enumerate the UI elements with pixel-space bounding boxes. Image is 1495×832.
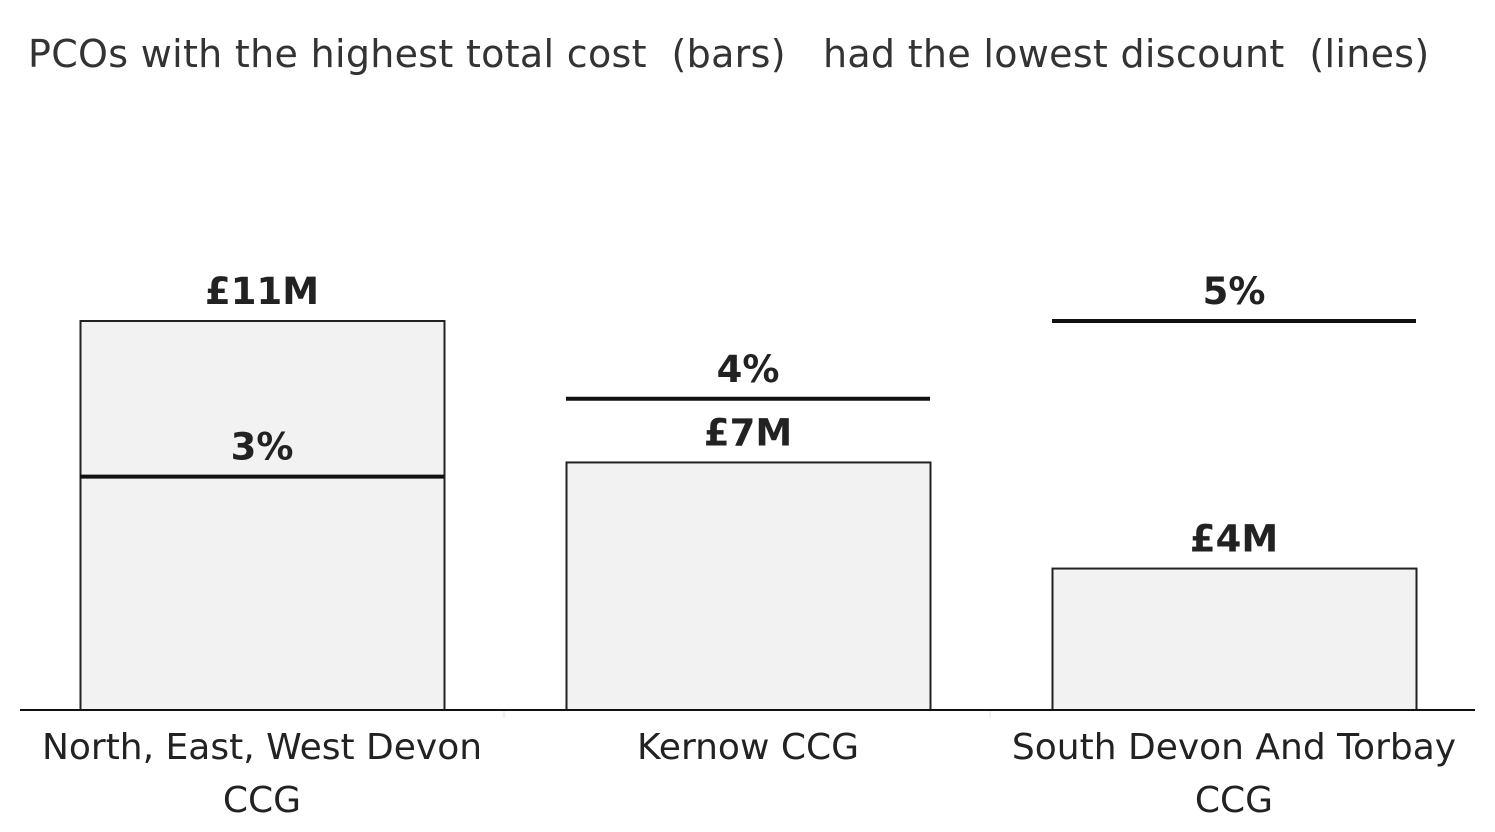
- discount-value-label: 3%: [231, 426, 294, 469]
- category-label: CCG: [223, 780, 301, 821]
- bar-value-label: £7M: [704, 411, 792, 454]
- cost-bar: [565, 461, 932, 712]
- cost-bar: [1051, 567, 1418, 712]
- category-label: North, East, West Devon: [42, 727, 482, 768]
- bar-value-label: £4M: [1190, 518, 1278, 561]
- bar-value-label: £11M: [205, 270, 319, 313]
- category-label: Kernow CCG: [637, 727, 859, 768]
- chart-title: PCOs with the highest total cost (bars) …: [28, 32, 1430, 76]
- category-label: CCG: [1195, 780, 1273, 821]
- discount-value-label: 5%: [1203, 270, 1266, 313]
- cost-bar: [79, 320, 446, 711]
- discount-value-label: 4%: [717, 348, 780, 391]
- category-label: South Devon And Torbay: [1012, 727, 1456, 768]
